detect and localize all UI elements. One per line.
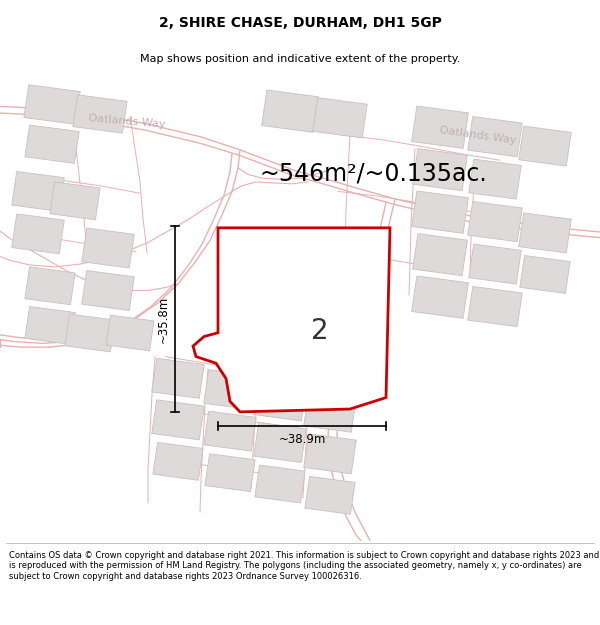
Polygon shape bbox=[304, 392, 356, 432]
Text: Oatlands Way: Oatlands Way bbox=[88, 112, 166, 129]
Polygon shape bbox=[413, 234, 467, 276]
Polygon shape bbox=[205, 454, 255, 492]
Text: Contains OS data © Crown copyright and database right 2021. This information is : Contains OS data © Crown copyright and d… bbox=[9, 551, 599, 581]
Polygon shape bbox=[520, 256, 570, 293]
Polygon shape bbox=[25, 125, 79, 163]
Text: ~35.8m: ~35.8m bbox=[157, 295, 170, 343]
Polygon shape bbox=[152, 358, 204, 398]
Polygon shape bbox=[254, 422, 306, 462]
Polygon shape bbox=[82, 271, 134, 311]
Polygon shape bbox=[412, 106, 469, 148]
Text: ~38.9m: ~38.9m bbox=[278, 433, 326, 446]
Polygon shape bbox=[152, 400, 204, 440]
Polygon shape bbox=[255, 465, 305, 503]
Text: Map shows position and indicative extent of the property.: Map shows position and indicative extent… bbox=[140, 54, 460, 64]
Polygon shape bbox=[193, 228, 390, 412]
Polygon shape bbox=[468, 286, 522, 327]
Polygon shape bbox=[254, 381, 306, 421]
Polygon shape bbox=[12, 214, 64, 254]
Text: ~546m²/~0.135ac.: ~546m²/~0.135ac. bbox=[260, 161, 488, 186]
Polygon shape bbox=[106, 315, 154, 351]
Polygon shape bbox=[65, 314, 115, 352]
Text: 2: 2 bbox=[311, 317, 329, 345]
Polygon shape bbox=[313, 98, 367, 138]
Polygon shape bbox=[412, 276, 469, 318]
Polygon shape bbox=[468, 201, 522, 242]
Polygon shape bbox=[24, 85, 80, 124]
Polygon shape bbox=[25, 267, 75, 305]
Polygon shape bbox=[413, 149, 467, 191]
Polygon shape bbox=[305, 476, 355, 514]
Text: Oatlands Way: Oatlands Way bbox=[439, 125, 517, 146]
Polygon shape bbox=[304, 434, 356, 474]
Polygon shape bbox=[50, 182, 100, 220]
Polygon shape bbox=[12, 171, 64, 211]
Polygon shape bbox=[469, 244, 521, 284]
Polygon shape bbox=[262, 90, 319, 132]
Text: 2, SHIRE CHASE, DURHAM, DH1 5GP: 2, SHIRE CHASE, DURHAM, DH1 5GP bbox=[158, 16, 442, 31]
Polygon shape bbox=[204, 411, 256, 451]
Polygon shape bbox=[468, 116, 522, 157]
Polygon shape bbox=[73, 95, 127, 133]
Polygon shape bbox=[82, 228, 134, 268]
Polygon shape bbox=[204, 369, 256, 409]
Polygon shape bbox=[412, 191, 469, 233]
Polygon shape bbox=[519, 213, 571, 253]
Polygon shape bbox=[25, 306, 75, 344]
Polygon shape bbox=[153, 442, 203, 480]
Polygon shape bbox=[469, 159, 521, 199]
Polygon shape bbox=[519, 126, 571, 166]
